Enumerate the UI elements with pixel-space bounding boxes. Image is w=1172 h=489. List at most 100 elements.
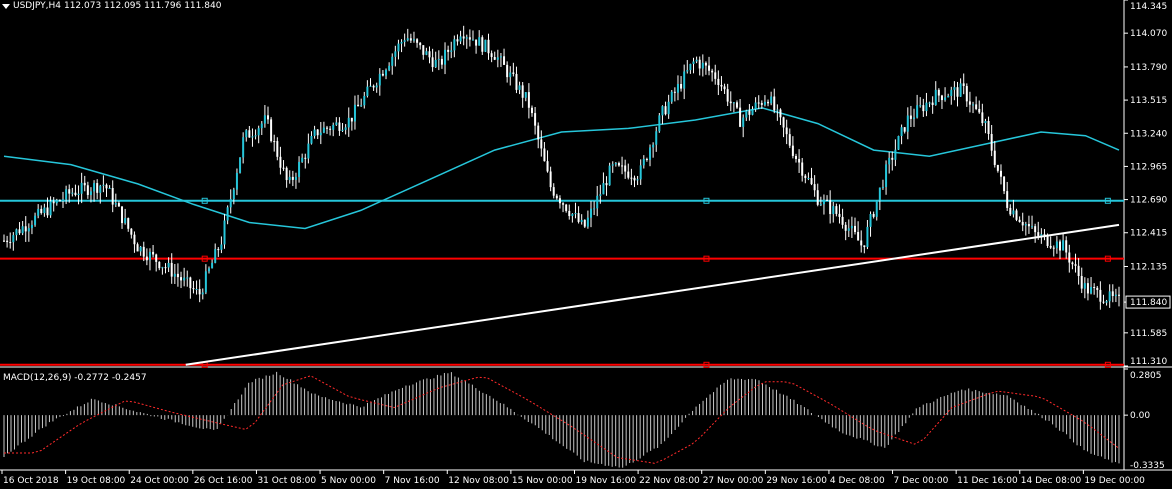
candle (329, 126, 332, 136)
candle (335, 117, 338, 126)
candle (363, 91, 366, 109)
candle (117, 201, 120, 207)
candle (652, 142, 655, 158)
candle (708, 56, 711, 76)
level-anchor-handle[interactable] (201, 255, 208, 262)
candle (62, 191, 65, 209)
candle (30, 220, 33, 235)
candle (167, 257, 170, 273)
candle (83, 175, 86, 192)
candle (617, 161, 620, 167)
candle (698, 56, 701, 76)
time-tick-label: 5 Nov 00:00 (321, 476, 376, 486)
price-tick-label: 112.965 (1130, 162, 1167, 172)
candle (52, 197, 55, 212)
candle (279, 146, 282, 175)
candle (754, 97, 757, 112)
candle (611, 161, 614, 173)
candle (1102, 294, 1105, 304)
candle (145, 248, 148, 266)
candle (444, 42, 447, 75)
level-anchor-handle[interactable] (1104, 361, 1111, 368)
current-price-box (1125, 295, 1171, 309)
candle (24, 216, 27, 242)
candle (18, 222, 21, 235)
candle (77, 185, 80, 205)
candle (968, 91, 971, 113)
candle (434, 51, 437, 68)
candle (810, 167, 813, 186)
candle (1031, 215, 1034, 229)
candle (108, 185, 111, 190)
level-anchor-handle[interactable] (703, 197, 710, 204)
candle (885, 160, 888, 195)
price-tick-label: 111.840 (1130, 298, 1167, 308)
candle (394, 45, 397, 67)
candle (68, 184, 71, 203)
candle (676, 75, 679, 101)
level-anchor-handle[interactable] (703, 255, 710, 262)
candle (543, 142, 546, 162)
candle (866, 219, 869, 250)
candle (978, 100, 981, 114)
candle (344, 124, 347, 135)
candle (1093, 283, 1096, 295)
candle (326, 125, 329, 134)
candle (850, 216, 853, 238)
candle (332, 122, 335, 137)
candle (515, 66, 518, 94)
candle (1077, 258, 1080, 285)
trend-line[interactable] (185, 223, 1120, 366)
candle (468, 29, 471, 47)
candle (791, 136, 794, 159)
candle (186, 270, 189, 287)
candle (745, 109, 748, 122)
candle (767, 99, 770, 107)
macd-tick-label: 0.2805 (1130, 371, 1162, 381)
candle (829, 190, 832, 224)
candle (770, 91, 773, 106)
candle (757, 95, 760, 109)
candle (788, 128, 791, 149)
dropdown-triangle-icon[interactable] (2, 3, 10, 9)
level-anchor-handle[interactable] (1104, 255, 1111, 262)
candle (285, 166, 288, 188)
candle (1034, 223, 1037, 243)
candle (310, 131, 313, 145)
candle (555, 193, 558, 200)
candle (568, 204, 571, 220)
level-anchor-handle[interactable] (1104, 197, 1111, 204)
candle (1105, 299, 1108, 306)
price-tick-label: 112.415 (1130, 229, 1167, 239)
level-anchor-handle[interactable] (703, 361, 710, 368)
candle (1111, 284, 1114, 303)
price-tick-label: 111.585 (1130, 329, 1167, 339)
candle (1068, 244, 1071, 273)
candle (558, 195, 561, 209)
candle (431, 48, 434, 72)
candle (428, 46, 431, 64)
candle (1062, 233, 1065, 251)
candle (15, 228, 18, 241)
candle (192, 281, 195, 294)
candle (80, 172, 83, 204)
candle (583, 219, 586, 228)
candle (857, 221, 860, 241)
candle (993, 140, 996, 168)
candle (207, 266, 210, 274)
candle (71, 187, 74, 197)
candle (416, 38, 419, 48)
candle (776, 104, 779, 121)
candle (189, 276, 192, 299)
candle (658, 112, 661, 133)
candle (891, 151, 894, 171)
moving-average-line[interactable] (3, 107, 1120, 230)
candle (419, 42, 422, 50)
candle (999, 164, 1002, 185)
candle (518, 81, 521, 95)
time-tick-label: 12 Nov 08:00 (448, 476, 509, 486)
level-anchor-handle[interactable] (201, 197, 208, 204)
candle (916, 94, 919, 119)
